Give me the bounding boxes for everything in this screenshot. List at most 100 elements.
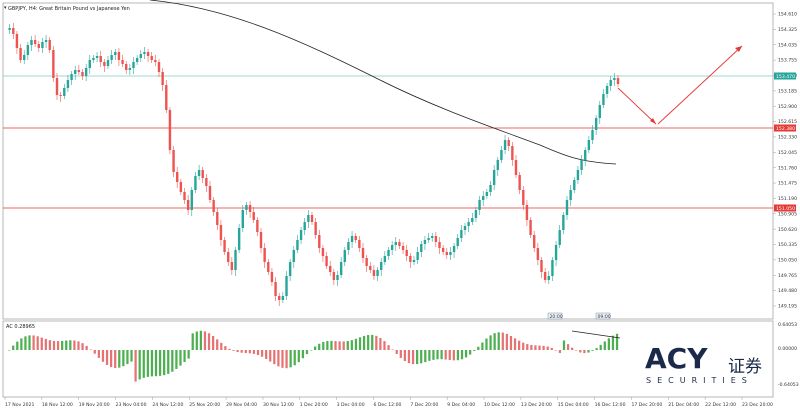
candle-body [321,248,325,256]
ac-bar [179,350,182,366]
candle-body [212,200,215,212]
time-tick-label: 22 Dec 12:00 [705,402,736,408]
candle-body [463,226,467,230]
time-tick-label: 23 Dec 20:00 [742,402,773,408]
ac-bar [167,350,170,374]
price-tick-label: 154.035 [778,42,797,48]
ac-bar [138,350,141,380]
candle-body [584,150,587,160]
time-tick-label: 18 Nov 12:00 [42,402,73,408]
ac-bar [101,350,105,362]
candle-body [529,220,532,235]
ac-bar [452,350,455,361]
candle-body [336,275,339,280]
indicator-tick-label: 0.64053 [778,322,797,328]
candle-body [59,95,62,96]
ac-bar [150,350,154,377]
candle-body [587,140,591,150]
candle-body [114,52,117,55]
ac-bar [330,340,333,350]
candle-body [19,48,22,60]
ac-bar [387,345,390,350]
ac-bar [562,340,566,350]
price-tick-label: 150.050 [778,257,797,263]
candle-body [74,70,77,74]
candle-body [197,170,201,176]
candle-body [106,60,110,66]
candle-body [274,282,277,296]
candle-body [565,200,569,215]
candle-body [23,55,26,60]
candle-body [431,236,434,238]
ac-bar [61,340,64,350]
candle-body [343,250,346,262]
ac-bar [607,338,611,350]
ac-bar [497,332,500,350]
candle-body [103,62,106,66]
ac-bar [587,350,590,353]
time-tick-label: 6 Dec 12:00 [374,402,402,408]
candle-body [609,80,612,86]
ac-bar [379,337,382,350]
ac-bar [448,350,451,361]
ac-bar [285,350,288,369]
price-tick-label: 149.195 [778,304,797,310]
ac-bar [281,350,284,368]
candle-body [44,40,48,42]
candle-body [263,248,266,262]
ac-bar [522,342,525,350]
current-price-tag-text: 153.470 [776,74,795,80]
ac-bar [97,350,101,358]
ac-bar [489,335,492,350]
candle-body [562,215,565,230]
ac-bar [195,331,198,350]
time-tick-label: 17 Nov 2021 [5,402,34,408]
ac-bar [473,350,476,351]
time-tick-label: 17 Dec 20:00 [631,402,662,408]
main-chart-pane[interactable] [2,2,774,320]
chart-menu-arrow-icon[interactable]: ▾ [4,5,7,11]
ac-bar [175,350,178,369]
ac-bar [305,350,309,355]
ac-bar [399,350,402,358]
ac-bar [220,342,223,350]
ac-bar [65,340,68,350]
logo-subtitle: SECURITIES [646,376,753,385]
candle-body [12,28,15,34]
candle-body [248,205,252,212]
ac-bar [309,350,313,351]
price-tick-label: 150.335 [778,242,797,248]
ac-bar [566,344,570,350]
candle-body [398,242,401,246]
candle-body [310,215,314,222]
ac-bar [289,350,292,368]
candle-body [478,200,481,210]
candle-body [278,296,281,300]
candle-body [55,78,59,95]
candle-body [241,210,244,228]
price-tick-label: 151.760 [778,165,797,171]
candle-body [580,160,583,170]
candle-body [445,252,448,255]
candle-body [536,248,540,260]
ac-bar [248,350,251,354]
price-tick-label: 150.620 [778,227,797,233]
candle-body [438,242,441,248]
candle-body [30,40,33,45]
ac-bar [432,350,435,360]
price-tick-label: 153.755 [778,58,797,64]
candle-body [449,252,452,255]
ac-bar [32,335,35,350]
candle-body [161,72,164,85]
candle-body [15,34,19,48]
time-tick-label: 7 Dec 20:00 [410,402,438,408]
ac-bar [134,350,137,382]
candle-body [237,228,241,250]
candle-body [405,250,408,256]
candle-body [296,240,299,250]
ac-bar [244,350,247,354]
ac-bar [56,341,60,350]
candle-body [307,215,310,222]
ac-bar [530,344,533,350]
candle-body [514,160,518,175]
